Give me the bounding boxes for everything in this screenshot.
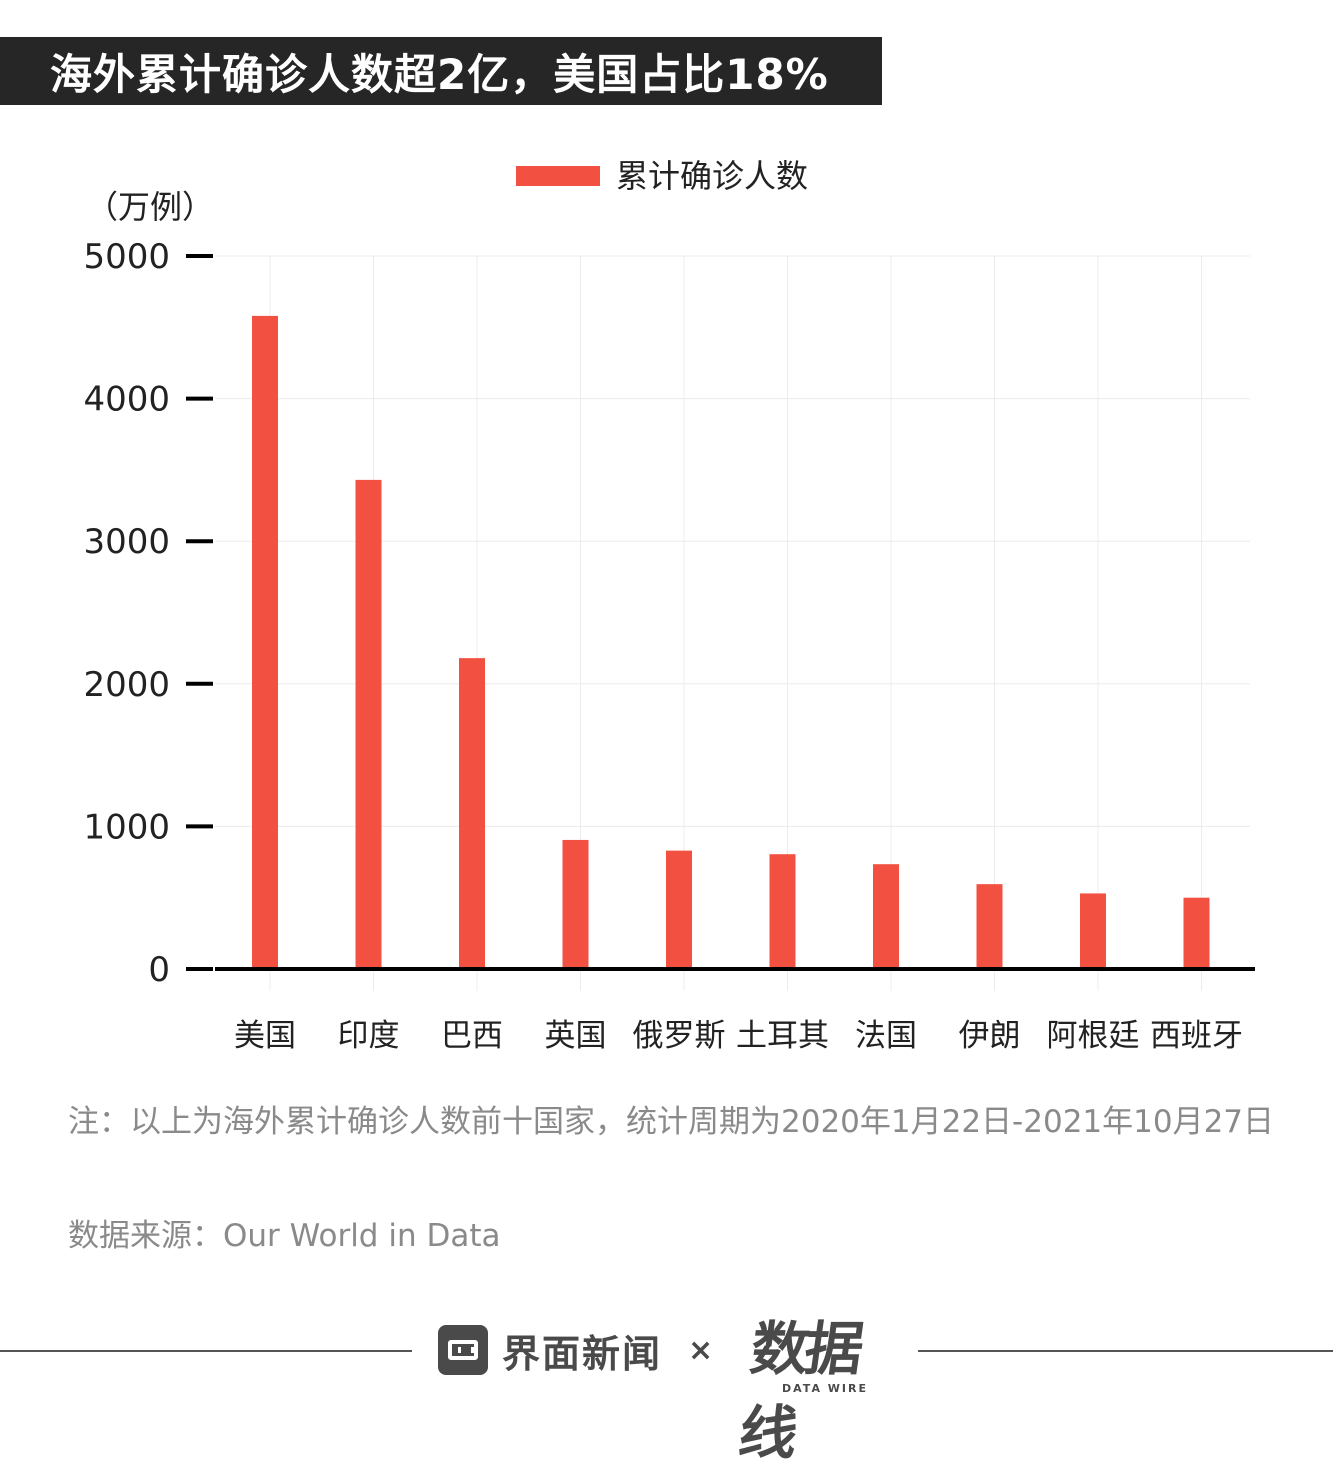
bar-10 (1183, 897, 1210, 969)
bar-4 (562, 839, 589, 969)
bar-9 (1080, 893, 1106, 969)
bar-5 (666, 850, 692, 969)
jiemian-logo-icon (438, 1325, 488, 1375)
x-tick-label: 法国 (855, 1018, 917, 1054)
y-tick-label: 0 (148, 950, 170, 990)
x-tick-label: 英国 (545, 1018, 607, 1054)
brand-separator: × (688, 1332, 714, 1368)
bar-8 (976, 884, 1003, 969)
y-tick-label: 3000 (83, 522, 170, 562)
bar-chart: 0 1000 2000 3000 4000 5000 （万例） 累计确诊人数美国 印度 巴西 英国俄… (83, 157, 1255, 1054)
data-source: 数据来源：Our World in Data (68, 1218, 501, 1254)
title-bar: 海外累计确诊人数超2亿，美国占比18% (0, 37, 882, 105)
x-tick-label: 阿根廷 (1047, 1018, 1140, 1054)
bar-6 (769, 854, 796, 969)
data-wire-logo: 数据线 DATA WIRE (735, 1302, 896, 1467)
bar-7 (873, 864, 899, 969)
footer-brand: 界面新闻 × (438, 1322, 713, 1378)
footer-divider-right (918, 1350, 1333, 1352)
bar-3 (459, 658, 485, 969)
brand-name-jiemian: 界面新闻 (502, 1331, 663, 1376)
legend-label: 累计确诊人数 (616, 157, 808, 195)
y-tick-label: 4000 (83, 380, 170, 420)
x-tick-label: 巴西 (441, 1018, 503, 1054)
y-tick-label: 2000 (83, 665, 170, 705)
x-tick-label: 西班牙 (1150, 1018, 1243, 1054)
x-tick-label: 俄罗斯 (633, 1018, 726, 1054)
legend-swatch (516, 166, 600, 186)
y-tick-label: 5000 (83, 237, 170, 277)
footer-divider-left (0, 1350, 412, 1352)
chart-note: 注：以上为海外累计确诊人数前十国家，统计周期为2020年1月22日-2021年1… (68, 1104, 1275, 1140)
bar-2 (355, 479, 382, 969)
x-tick-label: 美国 (234, 1018, 296, 1054)
x-tick-label: 印度 (338, 1018, 400, 1054)
y-axis-label: （万例） (86, 188, 214, 226)
x-tick-label: 伊朗 (959, 1018, 1021, 1054)
chart-title: 海外累计确诊人数超2亿，美国占比18% (50, 49, 829, 99)
bar-1 (252, 315, 278, 970)
y-tick-label: 1000 (83, 807, 170, 847)
x-tick-label: 土耳其 (736, 1018, 829, 1054)
brand-subtitle-data-wire: DATA WIRE (782, 1382, 868, 1395)
